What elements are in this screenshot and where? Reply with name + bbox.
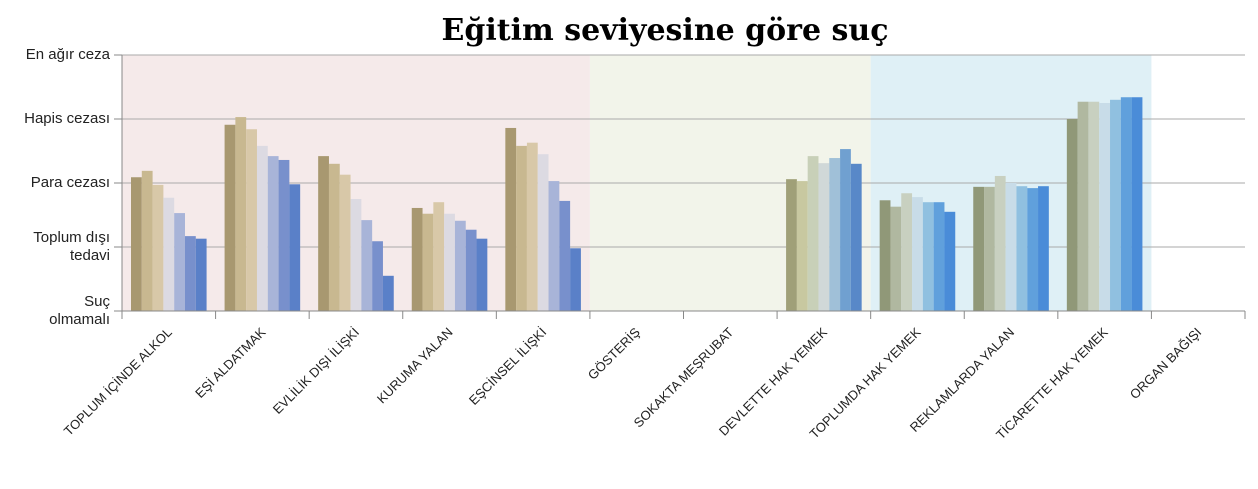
bar — [559, 200, 571, 311]
bar — [141, 170, 153, 311]
x-tick-label: TOPLUM İÇİNDE ALKOL — [61, 325, 175, 439]
x-tick-label: DEVLETTE HAK YEMEK — [716, 324, 830, 438]
bar — [901, 193, 913, 311]
bar — [829, 158, 841, 311]
bar — [1099, 103, 1111, 311]
bar — [807, 156, 819, 311]
bar — [131, 177, 142, 311]
bar — [973, 186, 985, 311]
bar — [984, 186, 995, 311]
bar — [350, 199, 362, 311]
bar — [1066, 119, 1078, 311]
bar — [548, 181, 560, 311]
bar — [796, 181, 808, 311]
bar — [1131, 97, 1143, 312]
bar — [850, 163, 862, 311]
y-tick-label: Para cezası — [30, 174, 110, 191]
y-tick-label: Toplum dışı tedavi — [33, 229, 110, 264]
x-tick-label: KURUMA YALAN — [374, 325, 456, 407]
x-tick-label: TİCARETTE HAK YEMEK — [993, 324, 1111, 442]
y-tick-label: Suç olmamalı — [49, 293, 110, 328]
y-tick-label: Hapis cezası — [24, 110, 110, 127]
bar — [890, 206, 902, 311]
chart-title: Eğitim seviyesine göre suç — [442, 13, 889, 48]
bar — [454, 220, 466, 311]
bar — [318, 156, 329, 311]
bar — [1110, 99, 1121, 311]
bar — [246, 129, 257, 311]
bar — [267, 156, 279, 311]
bar — [994, 175, 1006, 311]
bar — [879, 200, 891, 311]
bar — [163, 197, 175, 311]
bar — [922, 202, 934, 311]
x-tick-label: SOKAKTA MEŞRUBAT — [631, 324, 737, 430]
bar — [278, 159, 290, 311]
bar — [422, 213, 434, 311]
bar — [505, 127, 517, 312]
bar — [382, 275, 394, 311]
bar — [444, 213, 455, 311]
bar — [372, 241, 383, 311]
bar — [195, 238, 207, 311]
bar — [433, 202, 445, 311]
x-tick-label: ORGAN BAĞIŞI — [1127, 325, 1205, 403]
x-tick-label: EŞİ ALDATMAK — [192, 324, 269, 401]
bar — [361, 220, 373, 311]
bar — [933, 202, 945, 311]
bar — [516, 145, 527, 311]
x-tick-label: GÖSTERİŞ — [585, 324, 643, 382]
bar — [152, 184, 164, 311]
bar — [411, 207, 423, 311]
bar — [786, 179, 797, 311]
bar — [912, 197, 923, 311]
bar — [526, 142, 538, 311]
bar — [840, 149, 851, 311]
bar — [1005, 183, 1017, 311]
bar — [537, 154, 549, 311]
bar — [1088, 101, 1100, 311]
bar — [1016, 186, 1028, 311]
bar — [1077, 101, 1089, 311]
bar — [1038, 186, 1049, 311]
bar — [570, 248, 581, 311]
bar — [1027, 188, 1039, 311]
bar — [235, 117, 247, 311]
bar — [256, 145, 268, 311]
x-tick-label: REKLAMLARDA YALAN — [907, 325, 1017, 435]
bar — [944, 211, 956, 311]
x-tick-label: EVLİLİK DIŞI İLİŞKİ — [270, 325, 362, 417]
bar — [465, 229, 477, 311]
bar — [174, 213, 185, 311]
bar — [1120, 97, 1132, 312]
bar — [289, 184, 301, 311]
bar — [818, 163, 830, 311]
bar — [339, 174, 351, 311]
y-tick-label: En ağır ceza — [25, 46, 110, 63]
bar — [224, 124, 236, 311]
x-tick-label: EŞCİNSEL İLİŞKİ — [466, 325, 549, 408]
bar — [476, 238, 488, 311]
bar — [184, 236, 196, 311]
bar — [328, 163, 340, 311]
